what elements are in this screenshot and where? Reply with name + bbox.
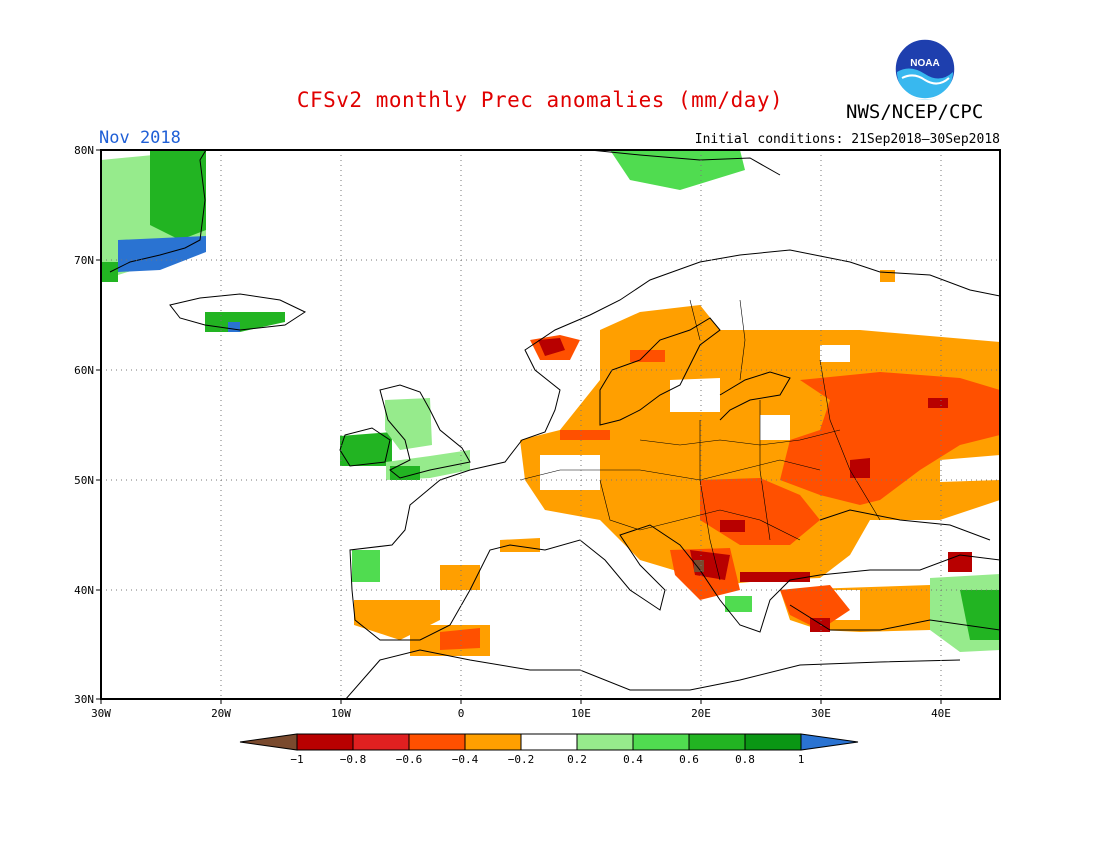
legend-tick-label: 0.6 xyxy=(679,753,699,766)
legend-tick-label: −0.8 xyxy=(340,753,367,766)
legend-swatch xyxy=(576,733,634,751)
legend-swatch xyxy=(408,733,466,751)
lon-label-10w: 10W xyxy=(331,707,351,720)
legend-tick-label: 1 xyxy=(798,753,805,766)
lon-label-40e: 40E xyxy=(931,707,951,720)
legend-swatch xyxy=(352,733,410,751)
lat-label-50n: 50N xyxy=(74,474,94,487)
legend-arrow-low xyxy=(239,733,298,751)
lat-label-30n: 30N xyxy=(74,693,94,706)
lat-label-80n: 80N xyxy=(74,144,94,157)
svg-text:NOAA: NOAA xyxy=(910,58,939,69)
lon-label-20e: 20E xyxy=(691,707,711,720)
legend-swatch xyxy=(688,733,746,751)
lon-label-30e: 30E xyxy=(811,707,831,720)
map-title: CFSv2 monthly Prec anomalies (mm/day) xyxy=(296,88,784,112)
lon-label-0: 0 xyxy=(458,707,465,720)
coastlines xyxy=(109,150,1000,699)
lon-label-20w: 20W xyxy=(211,707,231,720)
country-borders xyxy=(519,299,881,581)
legend-tick-label: 0.4 xyxy=(623,753,643,766)
legend-arrow-high xyxy=(800,733,859,751)
legend-swatch xyxy=(520,733,578,751)
lon-label-10e: 10E xyxy=(571,707,591,720)
map-frame xyxy=(100,149,1001,700)
legend-swatch xyxy=(744,733,802,751)
legend-tick-label: −1 xyxy=(290,753,303,766)
forecast-month: Nov 2018 xyxy=(99,128,181,148)
legend-tick-label: −0.4 xyxy=(452,753,479,766)
initial-conditions: Initial conditions: 21Sep2018–30Sep2018 xyxy=(694,132,1000,147)
legend-swatch xyxy=(632,733,690,751)
legend-swatch xyxy=(296,733,354,751)
lat-label-70n: 70N xyxy=(74,254,94,267)
legend-tick-label: −0.2 xyxy=(508,753,535,766)
noaa-logo-icon: NOAA xyxy=(894,38,956,100)
legend-swatch xyxy=(464,733,522,751)
lat-label-60n: 60N xyxy=(74,364,94,377)
lon-label-30w: 30W xyxy=(91,707,111,720)
legend-tick-label: 0.2 xyxy=(567,753,587,766)
legend-tick-label: 0.8 xyxy=(735,753,755,766)
legend-tick-label: −0.6 xyxy=(396,753,423,766)
agency-label: NWS/NCEP/CPC xyxy=(846,101,984,123)
lat-label-40n: 40N xyxy=(74,584,94,597)
